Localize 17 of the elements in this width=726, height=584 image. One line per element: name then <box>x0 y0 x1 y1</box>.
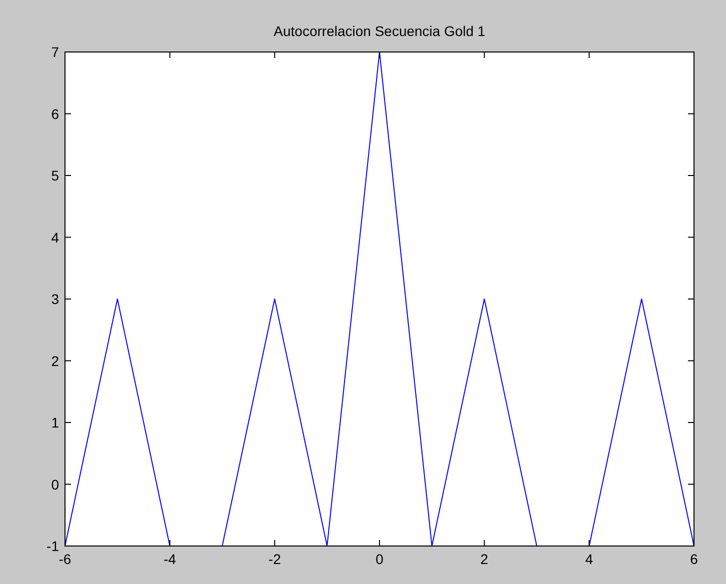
y-tick-label: 5 <box>51 168 60 184</box>
chart-title: Autocorrelacion Secuencia Gold 1 <box>274 23 486 39</box>
x-tick-label: 2 <box>480 551 488 567</box>
y-tick-label: 4 <box>51 229 60 246</box>
x-tick-label: 4 <box>585 551 594 567</box>
y-tick-label: -1 <box>46 538 60 554</box>
x-tick-label: 6 <box>690 551 698 567</box>
y-tick-label: 0 <box>51 476 60 492</box>
y-tick-label: 2 <box>51 352 60 369</box>
x-tick-label: -6 <box>58 551 72 567</box>
x-tick-label: -4 <box>164 551 176 567</box>
x-tick-label: -2 <box>268 551 282 567</box>
y-tick-label: 1 <box>51 414 60 430</box>
y-tick-label: 7 <box>51 44 60 60</box>
y-tick-label: 3 <box>51 291 60 307</box>
y-tick-label: 6 <box>51 106 60 122</box>
x-tick-label: 0 <box>376 551 384 567</box>
